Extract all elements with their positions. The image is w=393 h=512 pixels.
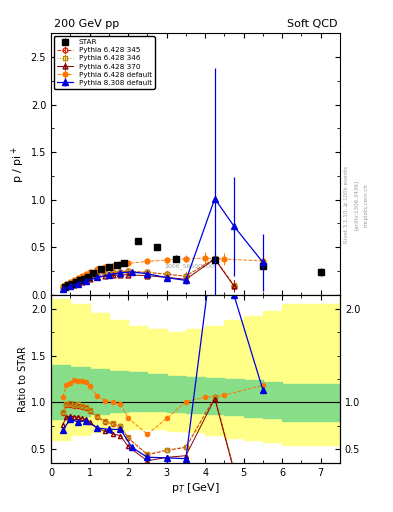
Text: Soft QCD: Soft QCD [286,19,337,29]
Y-axis label: Ratio to STAR: Ratio to STAR [18,346,28,412]
Text: [arXiv:1306.3436]: [arXiv:1306.3436] [354,180,359,230]
Text: 200 GeV pp: 200 GeV pp [54,19,119,29]
X-axis label: p$_T$ [GeV]: p$_T$ [GeV] [171,481,220,495]
Text: mcplots.cern.ch: mcplots.cern.ch [364,183,369,227]
Text: Rivet 3.1.10, ≥ 100k events: Rivet 3.1.10, ≥ 100k events [344,166,349,243]
Y-axis label: p / pi$^+$: p / pi$^+$ [9,145,27,183]
Text: 2006_S6500200: 2006_S6500200 [165,263,215,269]
Legend: STAR, Pythia 6.428 345, Pythia 6.428 346, Pythia 6.428 370, Pythia 6.428 default: STAR, Pythia 6.428 345, Pythia 6.428 346… [54,36,154,89]
